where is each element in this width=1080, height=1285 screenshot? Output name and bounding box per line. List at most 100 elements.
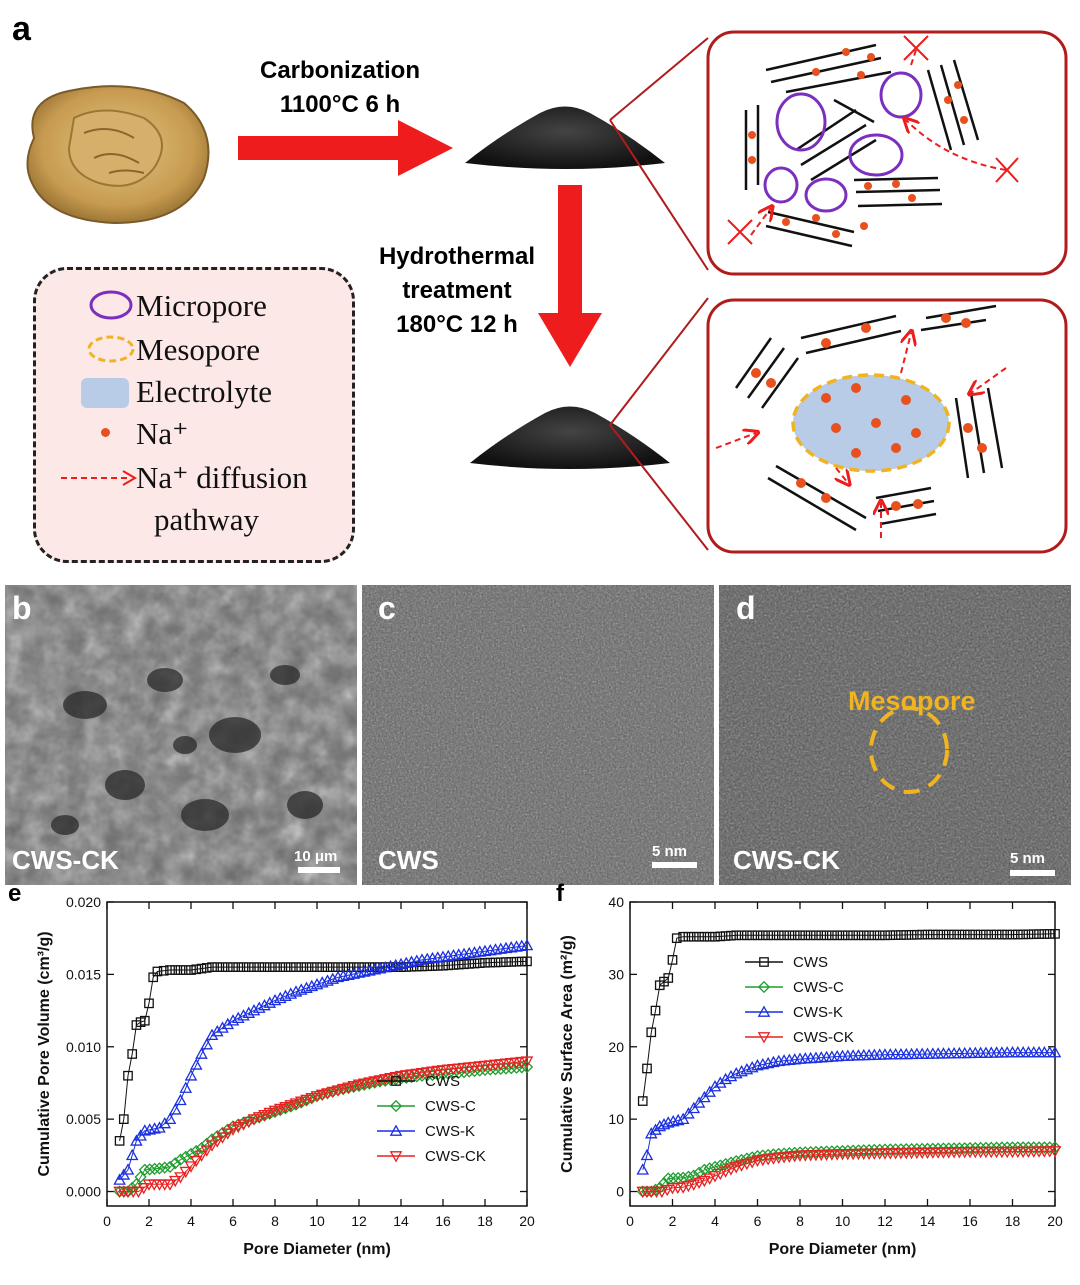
data-point [263, 996, 277, 1008]
data-point [195, 1047, 208, 1059]
data-point [270, 962, 280, 972]
data-point [800, 930, 811, 941]
microporous-structure-box [706, 30, 1068, 276]
data-point [254, 962, 265, 972]
data-point [305, 1092, 319, 1105]
carbonization-label: Carbonization 1100°C 6 h [230, 54, 450, 122]
data-point [953, 1142, 966, 1155]
data-point [273, 1103, 287, 1116]
zoom-lines [609, 37, 709, 551]
chart-pore-volume: 0 2 4 6 8 10 12 14 16 18 20 0.000 0.005 0.010 0.015 0.0… [36, 894, 535, 1258]
x-tick-label: 4 [711, 1213, 719, 1229]
data-point [889, 1143, 902, 1156]
x-tick-label: 6 [229, 1213, 237, 1229]
data-point [139, 1015, 150, 1026]
data-point [237, 1009, 250, 1021]
data-point [511, 956, 522, 967]
data-point [657, 1118, 671, 1130]
data-point [522, 956, 532, 967]
data-point [210, 1136, 224, 1148]
data-point [179, 1081, 193, 1093]
legend-diffusion: Na⁺ diffusion [136, 460, 308, 495]
data-point [773, 930, 784, 941]
data-point [205, 1140, 219, 1152]
data-point [714, 1076, 727, 1088]
data-point [144, 998, 154, 1009]
data-point [506, 957, 517, 967]
data-point [237, 1119, 250, 1131]
x-tick-label: 18 [477, 1213, 493, 1229]
data-point [720, 931, 731, 941]
data-point [138, 1124, 152, 1136]
data-point [687, 1169, 700, 1182]
data-point [694, 931, 704, 942]
data-point [118, 1114, 129, 1124]
sample-label-d: CWS-CK [733, 845, 840, 875]
data-point [640, 1148, 654, 1161]
data-point [1043, 1046, 1056, 1058]
data-point [692, 1177, 706, 1190]
data-point [779, 930, 789, 941]
data-point [1038, 1046, 1051, 1058]
legend-marker [389, 1099, 403, 1113]
data-point [1018, 929, 1028, 940]
data-point [768, 930, 779, 941]
data-point [795, 930, 805, 941]
data-point [501, 957, 511, 967]
data-point [163, 1179, 177, 1191]
legend-marker [757, 1032, 771, 1044]
legend-marker [759, 957, 769, 967]
x-tick-label: 4 [187, 1213, 195, 1229]
data-point [710, 931, 720, 942]
data-point [873, 1143, 886, 1156]
legend-marker [757, 980, 771, 994]
y-tick-label: 0.000 [66, 1184, 101, 1200]
data-point [661, 1116, 675, 1128]
legend-marker [389, 1124, 403, 1136]
chart-surface-area: 0 2 4 6 8 10 12 14 16 18 20 0 10 20 30 40 Pore Diameter … [559, 894, 1063, 1258]
data-point [975, 929, 986, 940]
x-tick-label: 12 [351, 1213, 367, 1229]
data-point [857, 1144, 870, 1157]
data-point [490, 957, 501, 968]
data-point [842, 930, 853, 941]
data-point [170, 965, 181, 975]
data-point [263, 1107, 277, 1120]
data-point [321, 1088, 334, 1100]
data-point [252, 1112, 266, 1124]
data-point [184, 1069, 198, 1081]
data-point [862, 1143, 876, 1157]
data-point [294, 983, 308, 995]
data-point [730, 1155, 743, 1168]
data-point [123, 1070, 133, 1081]
data-point [900, 1143, 913, 1156]
data-point [671, 1113, 685, 1126]
data-point [1002, 929, 1013, 940]
data-point [963, 1141, 977, 1155]
data-point [1023, 929, 1034, 940]
data-point [294, 1096, 308, 1108]
scale-bar-c [652, 862, 697, 868]
data-point [995, 1141, 1008, 1154]
data-point [343, 962, 354, 972]
data-point [289, 1098, 303, 1110]
carbonization-arrow [238, 120, 453, 176]
data-point [347, 1080, 361, 1093]
y-tick-label: 0.020 [66, 894, 101, 910]
legend-marker [391, 1076, 401, 1086]
data-point [291, 962, 301, 972]
data-point [837, 930, 848, 941]
data-point [126, 1181, 139, 1195]
x-tick-label: 16 [962, 1213, 978, 1229]
data-point [1016, 1046, 1030, 1058]
data-point [1048, 1146, 1062, 1158]
data-point [1048, 1046, 1062, 1058]
data-point [905, 1142, 918, 1156]
data-point [906, 929, 917, 940]
data-point [132, 1186, 145, 1199]
data-point [137, 1183, 151, 1195]
y-tick-label: 40 [608, 894, 624, 910]
legend-label: CWS-CK [425, 1148, 486, 1165]
data-point [317, 962, 328, 972]
data-point [666, 1115, 680, 1127]
